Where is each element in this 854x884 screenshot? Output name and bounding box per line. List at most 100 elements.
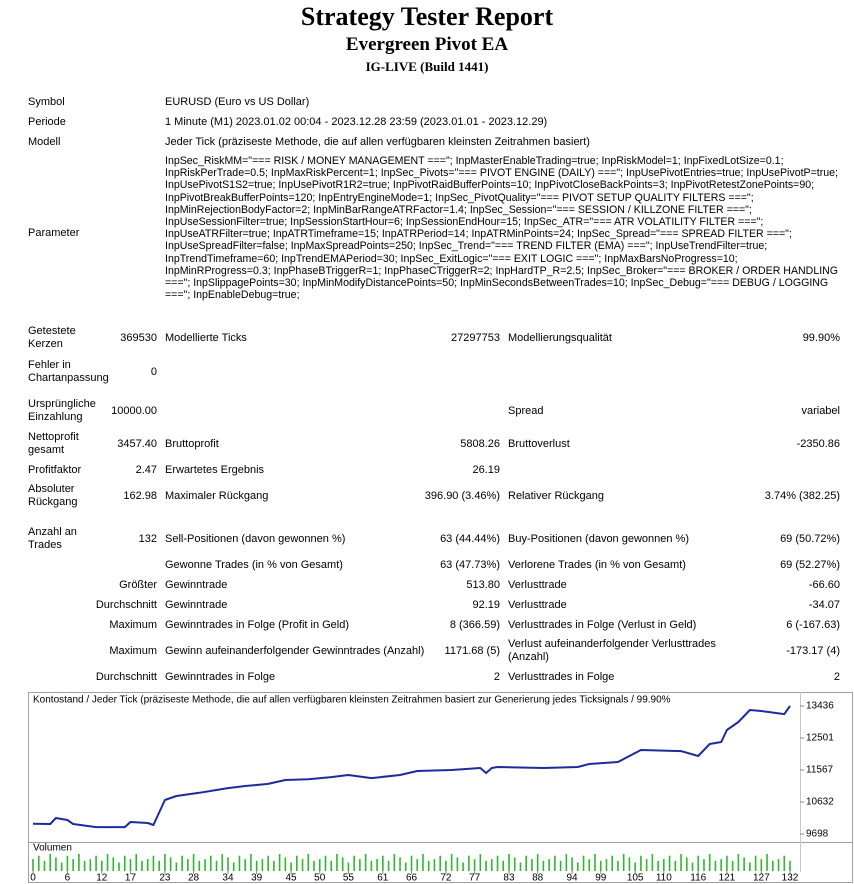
stat-label: Absoluter Rückgang <box>28 483 78 508</box>
x-tick-label: 39 <box>251 873 263 884</box>
volume-bar <box>359 859 361 871</box>
volume-bar <box>158 860 160 871</box>
report-title: Strategy Tester Report <box>300 2 554 31</box>
volume-bar <box>232 862 235 871</box>
volume-bar <box>737 854 740 871</box>
x-tick-label: 0 <box>30 873 36 884</box>
volume-bar <box>588 859 591 871</box>
info-label: Modell <box>28 136 61 148</box>
stat-value: 27297753 <box>451 331 500 344</box>
stat-value: Maximum <box>109 619 157 631</box>
stat-value: 26.19 <box>472 464 500 476</box>
volume-bar <box>404 862 407 871</box>
stat-value: -34.07 <box>808 599 840 611</box>
stat-value: 2 <box>833 671 840 683</box>
volume-bar <box>261 859 264 871</box>
volume-bar <box>496 855 499 871</box>
x-tick-label: 127 <box>753 873 770 884</box>
volume-bar <box>175 862 178 871</box>
stat-value: 1171.68 (5) <box>444 644 500 657</box>
volume-bar <box>112 857 115 871</box>
volume-bar <box>376 859 378 871</box>
volume-bar <box>278 854 281 871</box>
stat-label: Relativer Rückgang <box>508 489 604 502</box>
volume-bar <box>255 860 258 871</box>
volume-bar <box>691 862 694 871</box>
volume-bar <box>250 854 252 871</box>
volume-bar <box>783 855 786 871</box>
stat-label: Gewonne Trades (in % von Gesamt) <box>165 559 343 571</box>
volume-bar <box>622 854 625 871</box>
volume-bar <box>433 859 436 871</box>
volume-bar <box>554 855 556 871</box>
x-tick-label: 12 <box>96 873 108 884</box>
volume-bar <box>169 857 172 871</box>
volume-bar <box>273 860 275 871</box>
stat-value: -173.17 (4) <box>786 644 840 657</box>
volume-bar <box>221 854 224 871</box>
stat-value: 132 <box>138 532 157 545</box>
stat-value: 6 (-167.63) <box>786 619 840 631</box>
volume-bar <box>370 860 373 871</box>
volume-bar <box>462 862 464 871</box>
volume-bar <box>577 862 579 871</box>
stat-value: -2350.86 <box>796 437 840 450</box>
stat-value: 69 (50.72%) <box>780 532 840 545</box>
balance-line <box>32 705 791 829</box>
x-tick-label: 17 <box>125 873 137 884</box>
volume-bar <box>777 859 780 871</box>
info-label: Periode <box>28 116 66 128</box>
volume-bar <box>301 859 304 871</box>
volume-bar <box>364 854 367 871</box>
stat-label: Bruttoprofit <box>165 437 219 450</box>
x-tick-label: 61 <box>377 873 389 884</box>
stat-value: 0 <box>150 365 157 378</box>
x-tick-label: 99 <box>595 873 607 884</box>
stat-value: 63 (44.44%) <box>440 532 500 545</box>
stat-label: Verlusttrade <box>508 599 567 611</box>
stat-value: Maximum <box>109 644 157 657</box>
volume-bar <box>565 854 568 871</box>
volume-bar <box>32 859 34 871</box>
volume-bar <box>164 854 166 871</box>
volume-bar <box>731 860 734 871</box>
volume-bar <box>525 855 527 871</box>
volume-bar <box>78 854 80 871</box>
volume-bar <box>640 855 642 871</box>
volume-bar <box>318 859 321 871</box>
x-tick-label: 50 <box>314 873 326 884</box>
volume-bar <box>771 860 774 871</box>
volume-bar <box>685 857 688 871</box>
volume-bar <box>135 854 138 871</box>
stat-value: 2 <box>493 671 500 683</box>
volume-bar <box>227 857 229 871</box>
volume-bar <box>393 854 396 871</box>
stat-value: 3.74% (382.25) <box>764 489 840 502</box>
info-value: EURUSD (Euro vs US Dollar) <box>165 96 310 108</box>
volume-bar <box>668 855 671 871</box>
volume-bar <box>628 857 631 871</box>
x-tick-label: 83 <box>503 873 515 884</box>
volume-bar <box>726 855 728 871</box>
x-tick-label: 23 <box>159 873 171 884</box>
volume-bar <box>387 860 390 871</box>
volume-bar <box>485 860 487 871</box>
volume-bar <box>789 860 791 871</box>
stat-label: Gewinntrade <box>165 579 228 591</box>
stat-label: Ursprüngliche Einzahlung <box>28 398 96 423</box>
chart-frame <box>28 692 853 883</box>
volume-bar <box>479 854 482 871</box>
volume-bar <box>152 855 155 871</box>
volume-bar <box>703 859 705 871</box>
volume-bar <box>490 859 493 871</box>
stat-label: Gewinn aufeinanderfolgender Gewinntrades… <box>165 644 425 657</box>
y-tick-label: 13436 <box>806 701 834 712</box>
volume-bar <box>267 855 269 871</box>
x-tick-label: 110 <box>656 873 672 884</box>
stat-label: Anzahl an Trades <box>28 526 77 551</box>
stat-value: Durchschnitt <box>95 671 157 683</box>
stat-value: 162.98 <box>123 489 157 502</box>
volume-bar <box>313 860 315 871</box>
x-tick-label: 66 <box>406 873 418 884</box>
